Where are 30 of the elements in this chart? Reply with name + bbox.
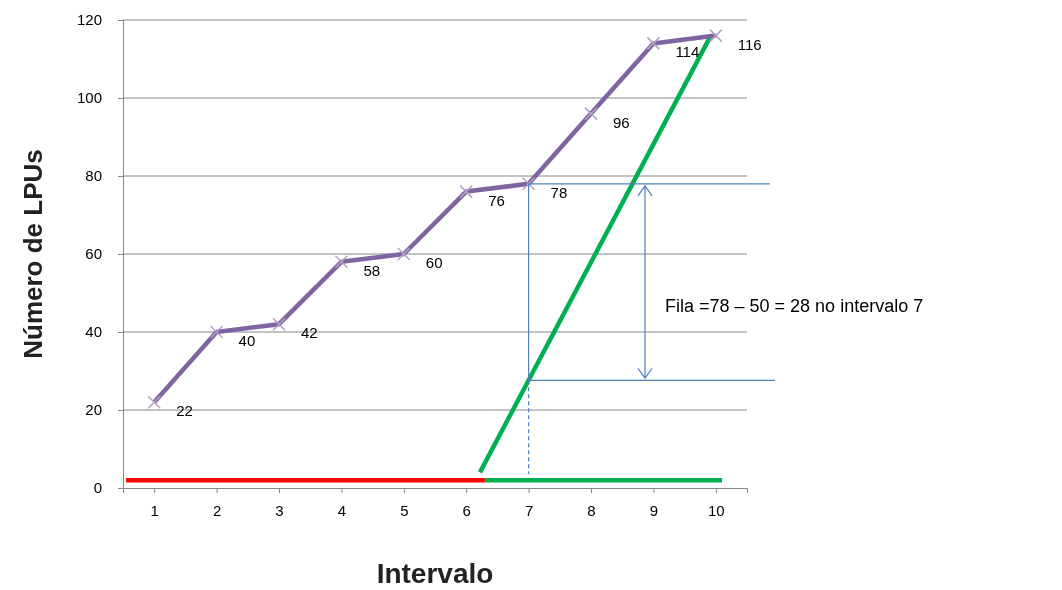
y-tick-label: 100 — [76, 89, 102, 107]
x-tick-label: 4 — [337, 501, 347, 519]
data-label: 58 — [363, 261, 381, 279]
x-tick-label: 10 — [707, 501, 725, 519]
y-axis-title: Número de LPUs — [18, 149, 48, 359]
x-tick-label: 3 — [275, 501, 284, 519]
x-tick-label: 5 — [400, 501, 409, 519]
data-label: 22 — [176, 402, 193, 420]
x-axis-title: Intervalo — [376, 558, 494, 589]
x-tick-label: 8 — [587, 501, 596, 519]
data-label: 78 — [550, 183, 568, 201]
y-tick-label: 120 — [76, 11, 102, 29]
annotation: Fila =78 – 50 = 28 no intervalo 7 — [665, 296, 924, 316]
y-tick-label: 60 — [85, 245, 102, 263]
y-tick-label: 0 — [93, 479, 102, 497]
x-tick-label: 9 — [649, 501, 659, 519]
y-tick-label: 80 — [85, 167, 102, 185]
x-tick-label: 7 — [524, 501, 534, 519]
data-label: 40 — [238, 332, 256, 349]
y-tick-label: 20 — [85, 401, 102, 419]
x-tick-label: 1 — [150, 501, 159, 519]
x-tick-label: 2 — [212, 501, 222, 519]
data-label: 76 — [488, 191, 505, 209]
data-label: 114 — [675, 43, 700, 61]
y-tick-label: 40 — [85, 323, 102, 341]
data-label: 96 — [613, 113, 630, 131]
data-label: 42 — [301, 324, 318, 342]
data-label: 116 — [737, 35, 762, 53]
x-tick-label: 6 — [462, 501, 471, 519]
data-label: 60 — [425, 254, 443, 271]
